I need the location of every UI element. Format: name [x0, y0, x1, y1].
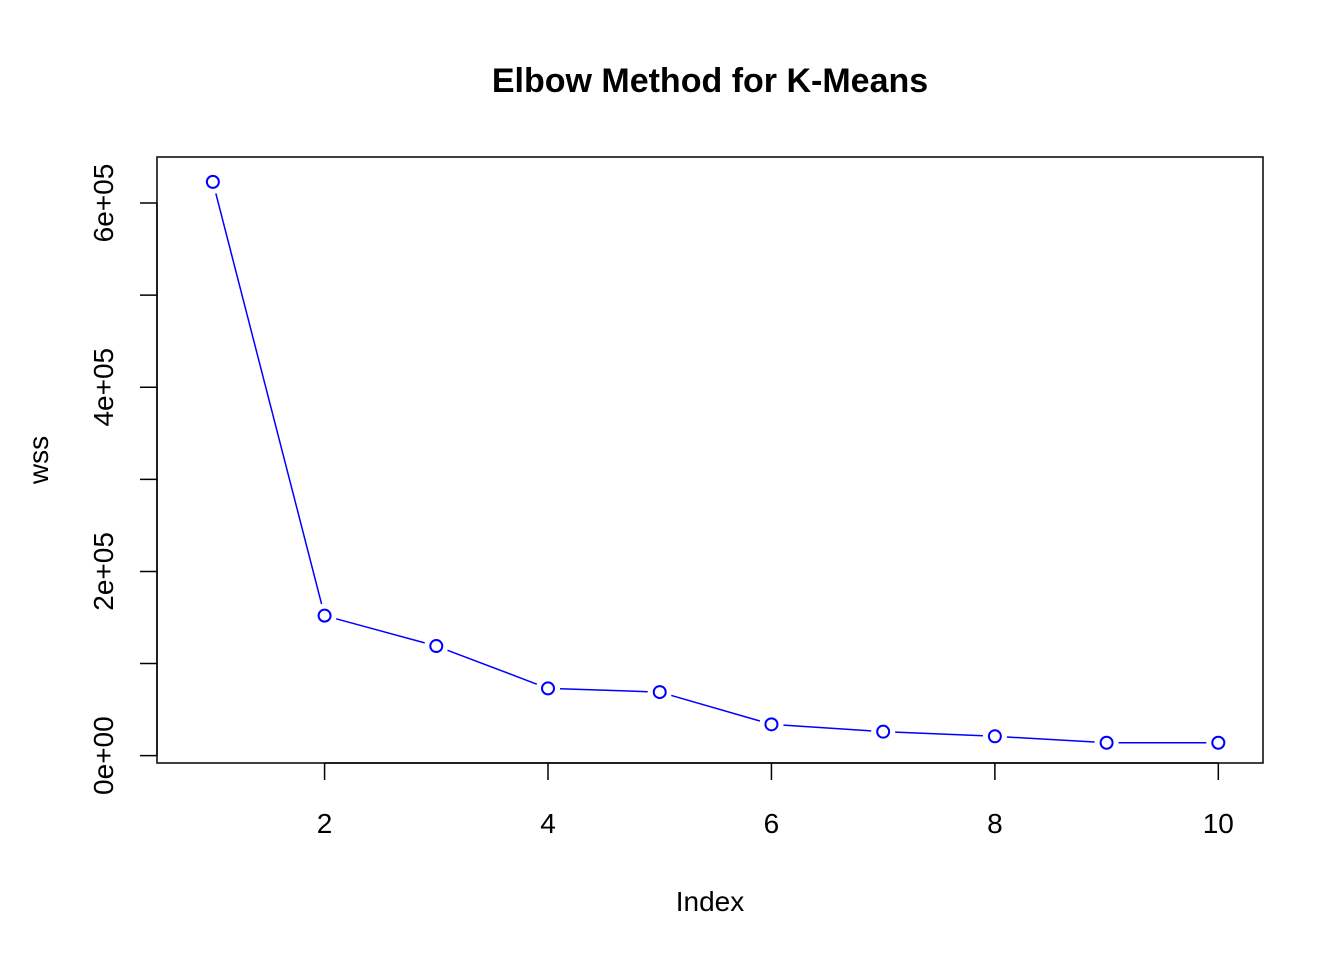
- x-tick-label: 6: [764, 808, 780, 839]
- y-tick-label: 4e+05: [88, 348, 119, 427]
- chart-title: Elbow Method for K-Means: [492, 62, 928, 100]
- series-segment: [895, 731, 983, 737]
- data-point: [876, 724, 891, 739]
- x-tick-label: 4: [540, 808, 556, 839]
- series-line: [215, 193, 1207, 744]
- x-axis-label: Index: [676, 886, 745, 917]
- data-point: [429, 639, 444, 654]
- data-point: [1211, 735, 1226, 750]
- series-points: [205, 174, 1226, 750]
- data-point: [652, 685, 667, 700]
- series-segment: [447, 649, 538, 685]
- x-axis: 2 4 6 8 10: [317, 762, 1234, 839]
- series-segment: [335, 618, 425, 644]
- series-segment: [671, 694, 761, 722]
- x-tick-label: 8: [987, 808, 1003, 839]
- data-point: [1099, 735, 1114, 750]
- y-tick-label: 2e+05: [88, 532, 119, 611]
- x-tick-label: 10: [1203, 808, 1234, 839]
- y-axis: 0e+00 2e+05 4e+05 6e+05: [88, 164, 158, 795]
- series-segment: [783, 724, 872, 732]
- data-point: [764, 717, 779, 732]
- data-point: [541, 681, 556, 696]
- y-tick-label: 6e+05: [88, 164, 119, 243]
- data-point: [317, 608, 332, 623]
- series-segment: [215, 193, 323, 605]
- series-segment: [1006, 736, 1095, 743]
- series-segment: [559, 688, 648, 693]
- data-point: [987, 729, 1002, 744]
- x-tick-label: 2: [317, 808, 333, 839]
- plot-frame: [156, 156, 1264, 764]
- y-axis-label: wss: [23, 436, 54, 485]
- y-tick-label: 0e+00: [88, 716, 119, 795]
- data-point: [205, 174, 220, 189]
